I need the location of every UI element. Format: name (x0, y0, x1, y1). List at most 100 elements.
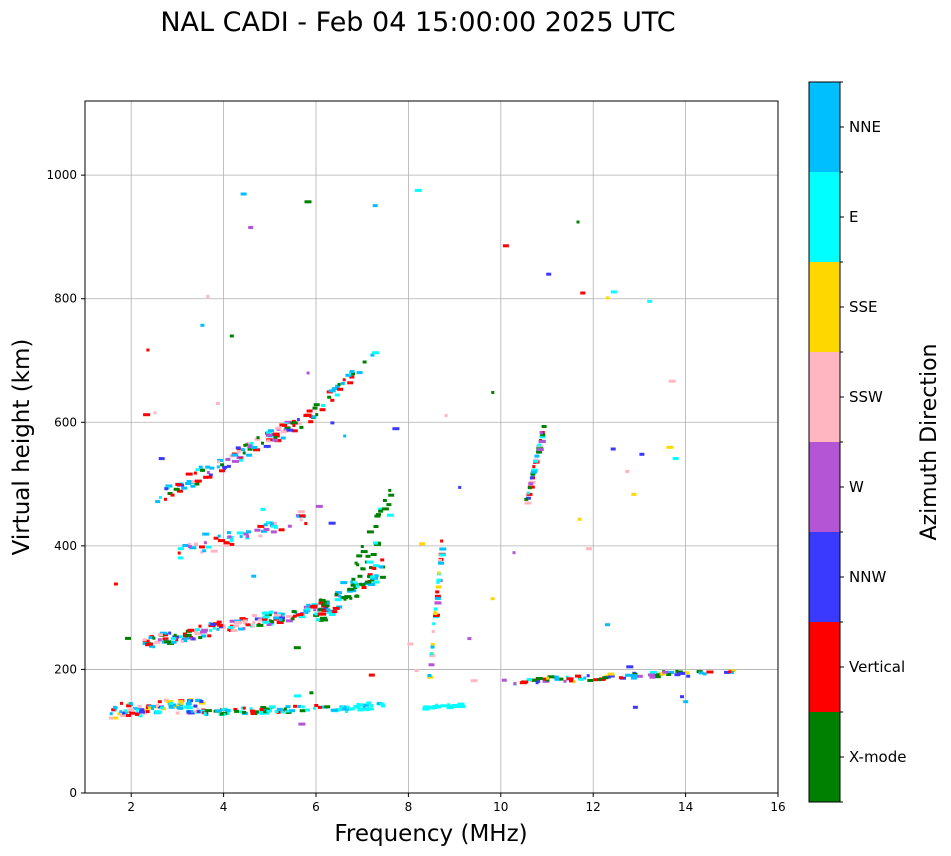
echo-mark (376, 513, 381, 517)
echo-mark (430, 643, 435, 646)
echo-mark (123, 711, 128, 715)
echo-mark (161, 633, 168, 637)
echo-mark (148, 706, 152, 710)
echo-mark (108, 716, 114, 720)
echo-mark (129, 711, 136, 715)
colorbar-swatch-nnw (809, 532, 840, 622)
echo-mark (490, 597, 495, 601)
echo-mark (296, 613, 300, 617)
echo-mark (566, 677, 574, 681)
echo-mark (185, 482, 192, 485)
echo-mark (193, 471, 197, 475)
echo-mark (132, 707, 140, 711)
echo-mark (541, 425, 547, 428)
echo-mark (586, 674, 590, 678)
echo-mark (273, 436, 278, 439)
echo-mark (434, 601, 442, 605)
echo-mark (457, 702, 465, 706)
echo-mark (256, 623, 264, 627)
echo-mark (198, 701, 206, 705)
echo-mark (215, 401, 220, 405)
echo-mark (194, 628, 200, 632)
echo-mark (263, 707, 270, 711)
echo-mark (580, 291, 586, 295)
echo-mark (364, 707, 370, 711)
echo-mark (274, 611, 277, 615)
echo-mark (432, 622, 436, 626)
echo-mark (576, 220, 580, 224)
echo-mark (266, 709, 271, 713)
echo-mark (261, 441, 264, 445)
echo-mark (440, 539, 444, 543)
echo-mark (247, 445, 252, 449)
echo-mark (265, 521, 273, 525)
echo-mark (266, 623, 272, 626)
echo-mark (226, 464, 231, 468)
echo-mark (378, 507, 385, 511)
echo-mark (238, 627, 245, 631)
echo-mark (379, 702, 385, 706)
echo-mark (205, 545, 212, 549)
echo-mark (435, 705, 442, 709)
echo-mark (191, 637, 195, 641)
echo-mark (436, 580, 440, 584)
echo-mark (436, 578, 442, 582)
echo-mark (600, 677, 606, 681)
echo-mark (502, 244, 509, 248)
echo-mark (256, 436, 260, 440)
echo-mark (321, 618, 329, 622)
echo-mark (678, 671, 686, 675)
echo-mark (250, 441, 254, 445)
echo-mark (280, 612, 285, 616)
echo-mark (250, 711, 256, 715)
echo-mark (234, 619, 242, 623)
echo-mark (349, 375, 355, 379)
echo-mark (666, 445, 674, 449)
x-axis-label: Frequency (MHz) (334, 821, 527, 847)
echo-mark (330, 708, 338, 712)
echo-mark (317, 705, 322, 709)
echo-mark (213, 536, 219, 540)
echo-mark (683, 671, 690, 675)
echo-mark (226, 531, 231, 535)
echo-mark (185, 702, 192, 706)
echo-mark (538, 440, 546, 444)
echo-mark (365, 554, 371, 558)
echo-mark (728, 670, 732, 674)
echo-mark (610, 290, 617, 294)
echo-mark (337, 387, 344, 391)
echo-mark (439, 547, 447, 551)
echo-mark (263, 523, 268, 527)
colorbar-swatch-vertical (809, 622, 840, 712)
echo-mark (440, 704, 444, 708)
echo-mark (198, 624, 202, 628)
x-tick-label: 16 (770, 800, 785, 814)
gridlines (85, 101, 778, 793)
echo-mark (304, 200, 312, 204)
echo-mark (583, 676, 587, 680)
echo-mark (242, 451, 246, 455)
y-tick-label: 200 (54, 662, 77, 676)
plot-frame (84, 100, 779, 794)
x-axis: 2 4 6 8 10 12 14 16 (127, 793, 786, 814)
echo-mark (201, 634, 207, 638)
echo-mark (198, 636, 203, 640)
echo-mark (135, 712, 139, 716)
echo-mark (343, 434, 347, 438)
echo-mark (347, 587, 355, 591)
echo-mark (143, 413, 151, 417)
y-tick-label: 600 (54, 415, 77, 429)
echo-mark (233, 708, 238, 711)
echo-mark (191, 480, 197, 483)
echo-mark (291, 617, 295, 621)
echo-mark (444, 414, 448, 418)
echo-mark (356, 371, 363, 375)
echo-mark (173, 633, 177, 637)
echo-mark (162, 637, 169, 641)
echo-mark (245, 536, 250, 540)
echo-mark (370, 353, 375, 357)
echo-mark (217, 534, 221, 538)
echo-mark (366, 560, 374, 564)
echo-mark (202, 532, 210, 536)
echo-mark (177, 551, 181, 555)
